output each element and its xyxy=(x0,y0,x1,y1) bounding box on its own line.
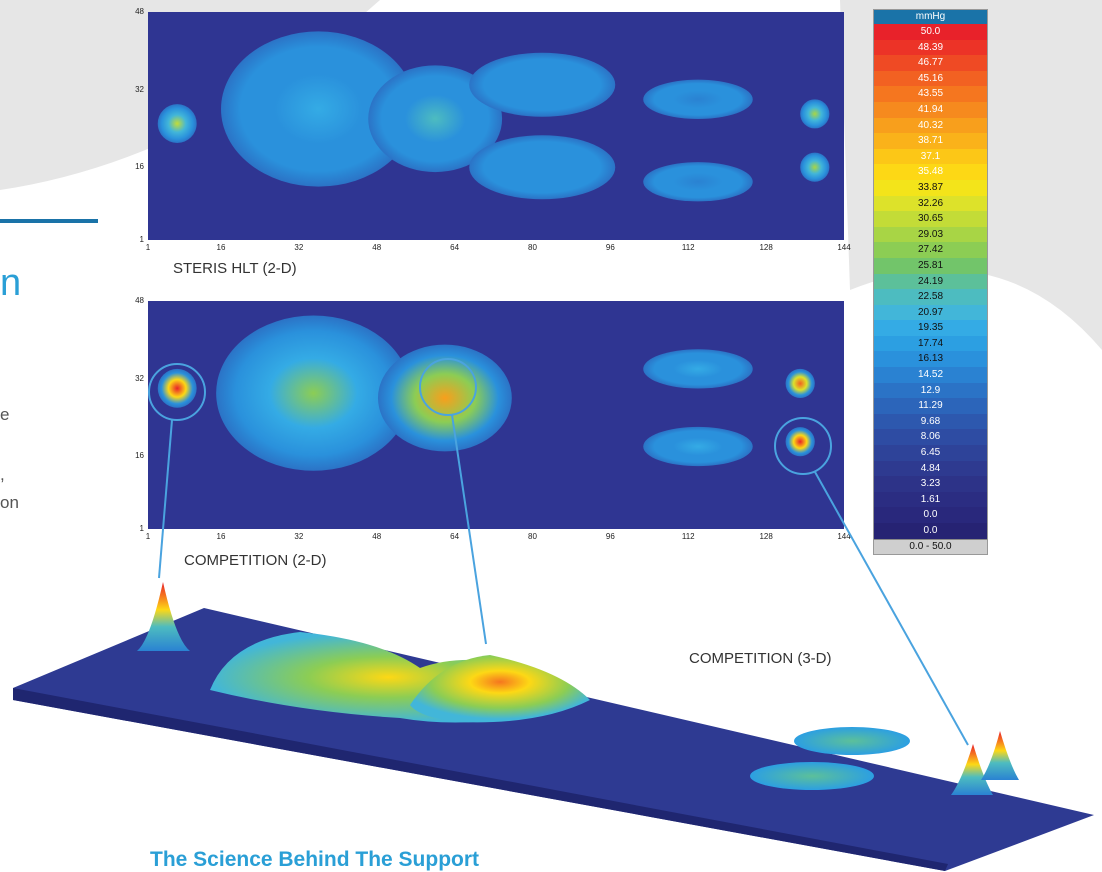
x-tick-label: 144 xyxy=(837,532,851,541)
heatmap-region-calf-upper xyxy=(643,349,753,389)
legend-entry: 8.06 xyxy=(874,429,987,446)
heatmap-steris-2d xyxy=(148,12,844,240)
legend-entry: 9.68 xyxy=(874,413,987,430)
legend-entry: 14.52 xyxy=(874,367,987,383)
x-tick-label: 48 xyxy=(372,243,382,252)
legend-entry: 12.9 xyxy=(874,382,987,399)
heatmap-canvas xyxy=(157,31,830,202)
y-tick-label: 1 xyxy=(139,235,144,244)
heatmap-competition-2d xyxy=(148,301,844,529)
legend-entry: 25.81 xyxy=(874,257,987,274)
caption-competition-3d: COMPETITION (3-D) xyxy=(689,650,832,667)
y-tick-label: 48 xyxy=(135,296,144,305)
legend-entry: 48.39 xyxy=(874,39,987,56)
x-tick-label: 32 xyxy=(294,532,304,541)
x-tick-label: 128 xyxy=(759,532,773,541)
heatmap-region-upper-body xyxy=(216,315,411,471)
side-heading-fragment: n xyxy=(0,262,22,304)
legend-entry: 50.0 xyxy=(874,24,987,40)
accent-rule xyxy=(0,219,98,223)
legend-entry: 0.0 xyxy=(874,523,987,539)
legend-entry: 11.29 xyxy=(874,398,987,414)
legend-entry: 3.23 xyxy=(874,476,987,492)
footer-heading: The Science Behind The Support xyxy=(150,848,480,871)
y-tick-label: 48 xyxy=(135,7,144,16)
x-tick-label: 16 xyxy=(216,243,226,252)
legend-entry: 17.74 xyxy=(874,335,987,352)
x-tick-label: 64 xyxy=(450,243,460,252)
x-tick-label: 128 xyxy=(759,243,773,252)
legend-entry: 24.19 xyxy=(874,273,987,290)
heatmap-region-heel-lower xyxy=(785,427,815,457)
x-tick-label: 144 xyxy=(837,243,851,252)
x-tick-label: 48 xyxy=(372,532,382,541)
side-text-fragment: on xyxy=(0,493,19,512)
heatmap-region-heel-upper xyxy=(800,99,830,129)
legend-entry: 33.87 xyxy=(874,179,987,196)
x-tick-label: 16 xyxy=(216,532,226,541)
legend-entry: 41.94 xyxy=(874,101,987,118)
heatmap-region-thigh-lower xyxy=(469,135,616,200)
heatmap-region-heel-lower xyxy=(800,152,830,182)
heatmap-region-thigh-upper xyxy=(469,52,616,117)
caption-competition-2d: COMPETITION (2-D) xyxy=(184,552,327,569)
legend-entry: 22.58 xyxy=(874,289,987,305)
x-tick-label: 112 xyxy=(681,243,695,252)
legend-entries: 50.0 48.39 46.77 45.16 43.55 41.94 40.32 38.71 3… xyxy=(874,24,987,539)
legend-entry: 40.32 xyxy=(874,117,987,134)
legend-entry: 32.26 xyxy=(874,195,987,212)
x-tick-label: 80 xyxy=(528,532,537,541)
x-tick-label: 32 xyxy=(294,243,304,252)
x-tick-label: 64 xyxy=(450,532,460,541)
heatmap-region-calf-upper xyxy=(643,79,753,119)
legend-entry: 20.97 xyxy=(874,304,987,321)
legend-entry: 37.1 xyxy=(874,148,987,165)
legend-unit-label: mmHg xyxy=(874,10,987,24)
y-tick-label: 32 xyxy=(135,84,144,94)
legend-range-label: 0.0 - 50.0 xyxy=(874,538,987,554)
x-tick-label: 1 xyxy=(145,532,151,541)
legend-entry: 29.03 xyxy=(874,226,987,243)
legend-entry: 45.16 xyxy=(874,70,987,87)
heatmap-region-pelvis xyxy=(377,344,512,452)
legend-entry: 46.77 xyxy=(874,55,987,71)
x-tick-label: 96 xyxy=(605,532,615,541)
y-tick-label: 1 xyxy=(139,524,144,533)
legend-entry: 27.42 xyxy=(874,242,987,258)
heatmap-region-calf-lower xyxy=(643,162,753,202)
heatmap-region-head xyxy=(157,368,197,408)
legend-entry: 6.45 xyxy=(874,445,987,461)
heatmap-region-heel-upper xyxy=(785,368,815,399)
legend-entry: 30.65 xyxy=(874,211,987,227)
side-text-fragment: , xyxy=(0,465,5,484)
legend-entry: 0.0 xyxy=(874,507,987,523)
x-tick-label: 1 xyxy=(145,243,151,252)
side-text-fragment: e xyxy=(0,405,10,424)
x-tick-label: 80 xyxy=(528,243,537,252)
heatmap-region-upper-body xyxy=(221,31,416,187)
heatmap-region-head xyxy=(157,104,197,143)
y-tick-label: 16 xyxy=(135,451,144,461)
legend-entry: 43.55 xyxy=(874,86,987,102)
x-tick-label: 112 xyxy=(681,532,695,541)
y-tick-label: 32 xyxy=(135,373,144,383)
heatmap-region-calf-lower xyxy=(643,426,753,467)
legend-entry: 4.84 xyxy=(874,460,987,477)
caption-steris-2d: STERIS HLT (2-D) xyxy=(173,260,297,277)
heatmap-region-pelvis xyxy=(368,65,503,173)
legend-entry: 19.35 xyxy=(874,320,987,336)
color-legend: mmHg 50.0 48.39 46.77 45.16 43.55 41.94 40.32 3… xyxy=(873,9,988,555)
legend-entry: 35.48 xyxy=(874,164,987,180)
legend-entry: 38.71 xyxy=(874,133,987,149)
y-tick-label: 16 xyxy=(135,162,144,172)
legend-entry: 1.61 xyxy=(874,491,987,508)
legend-entry: 16.13 xyxy=(874,351,987,368)
x-tick-label: 96 xyxy=(605,243,615,252)
heatmap-canvas xyxy=(157,315,815,471)
